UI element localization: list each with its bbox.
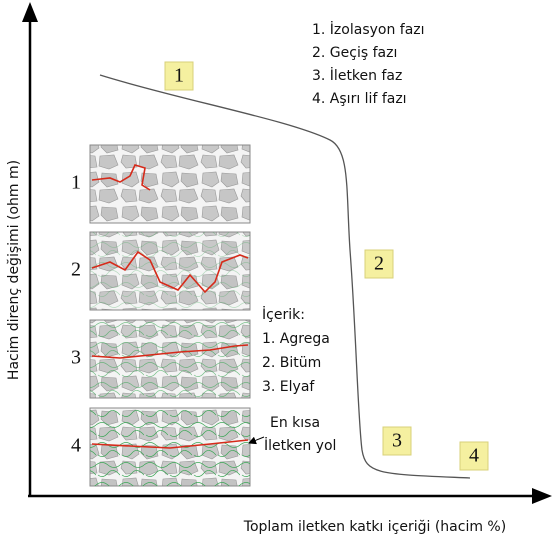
panel-label: 3 [71, 347, 81, 369]
phase-marker: 1 [174, 65, 184, 87]
phase-legend: 1. İzolasyon fazı 2. Geçiş fazı 3. İletken… [312, 20, 425, 107]
legend-item: 4. Aşırı lif fazı [312, 91, 407, 107]
annotation: En kısa İletken yol [249, 415, 336, 454]
x-axis-label: Toplam iletken katkı içeriği (hacim %) [243, 519, 506, 535]
content-item: 3. Elyaf [262, 379, 315, 395]
annotation-line: İletken yol [264, 436, 336, 454]
panel-label: 2 [71, 259, 81, 281]
panel-label: 4 [71, 435, 81, 457]
content-title: İçerik: [262, 305, 305, 323]
content-item: 2. Bitüm [262, 355, 321, 371]
panel [90, 145, 250, 223]
panel-fibers [90, 232, 250, 310]
panel-fibers [90, 408, 250, 486]
panel-label: 1 [71, 172, 81, 194]
content-item: 1. Agrega [262, 331, 330, 347]
legend-item: 1. İzolasyon fazı [312, 20, 425, 38]
phase-marker: 4 [469, 445, 479, 467]
panel-fibers [90, 320, 250, 398]
content-list: İçerik: 1. Agrega 2. Bitüm 3. Elyaf [262, 305, 330, 395]
phase-marker: 2 [374, 253, 384, 275]
legend-item: 3. İletken faz [312, 66, 402, 84]
legend-item: 2. Geçiş fazı [312, 45, 397, 61]
y-axis-label: Hacim direnç değişimi (ohm m) [6, 160, 22, 380]
panels: 1 2 3 4 [71, 145, 250, 486]
diagram: Hacim direnç değişimi (ohm m) Toplam ile… [0, 0, 555, 541]
phase-marker: 3 [392, 430, 402, 452]
annotation-line: En kısa [270, 415, 320, 431]
